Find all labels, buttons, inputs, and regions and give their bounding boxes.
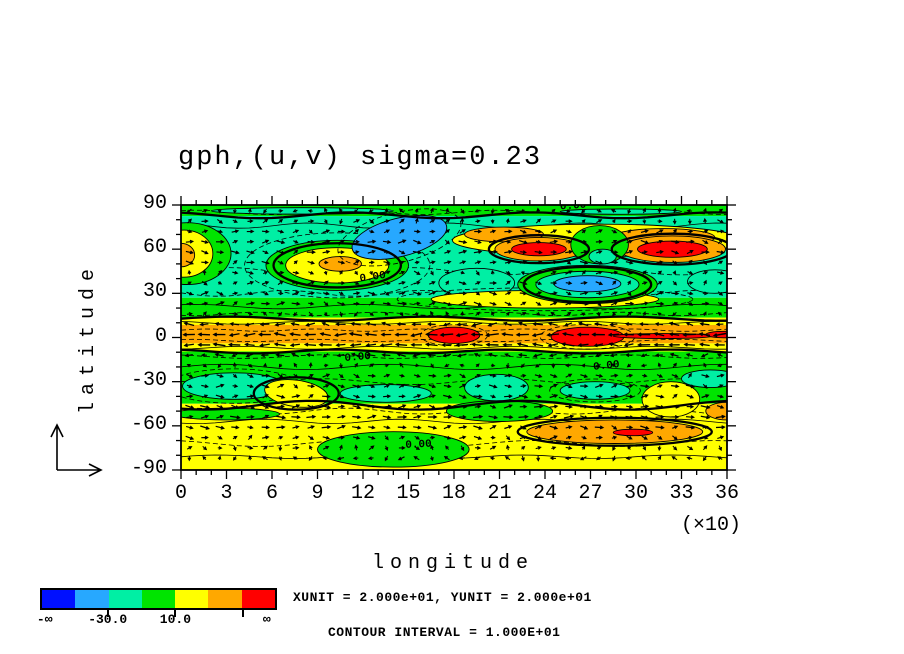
contour-blob xyxy=(681,369,727,389)
contour-blob xyxy=(687,269,727,294)
y-tick-label: 30 xyxy=(142,280,167,304)
wind-vectors xyxy=(182,207,727,462)
contour-blob xyxy=(553,275,622,293)
colorbar-label: ∞ xyxy=(262,612,271,627)
colorbar-tick xyxy=(242,610,245,617)
colorbar-segment xyxy=(108,590,142,608)
contour-line xyxy=(181,315,727,322)
contour-ring xyxy=(337,208,462,267)
colorbar xyxy=(40,588,277,610)
contour-ring xyxy=(549,378,641,403)
colorbar-label: -30.0 xyxy=(88,612,128,627)
x-tick-label: 36 xyxy=(714,482,739,505)
contour-blob xyxy=(559,381,631,400)
contour-blob xyxy=(641,381,701,418)
zero-contour-label: 0.00 xyxy=(405,439,432,452)
zero-contour-label: 0.00 xyxy=(560,200,587,214)
zero-contour-label: 0.00 xyxy=(593,359,621,374)
contour-band xyxy=(181,343,727,352)
zero-contour-ring xyxy=(487,234,591,265)
x-tick-label: 3 xyxy=(220,482,233,505)
x-tick-label: 0 xyxy=(174,482,187,505)
colorbar-segment xyxy=(141,590,176,608)
colorbar-segment xyxy=(175,590,209,608)
contour-line xyxy=(181,320,727,325)
colorbar-label: 10.0 xyxy=(159,612,192,627)
axis-ticks xyxy=(172,196,736,479)
y-tick-label: 90 xyxy=(142,192,167,215)
contour-blob xyxy=(612,428,654,437)
y-tick-label: 60 xyxy=(142,236,167,260)
x-tick-label: 27 xyxy=(578,482,603,505)
chart-title: gph,(u,v) sigma=0.23 xyxy=(178,143,543,173)
contour-line xyxy=(181,363,727,371)
x-tick-label: 18 xyxy=(441,482,466,505)
contour-line xyxy=(181,211,727,220)
y-tick-label: -30 xyxy=(130,368,167,392)
x-tick-label: 30 xyxy=(623,482,648,505)
unit-annotation: XUNIT = 2.000e+01, YUNIT = 2.000e+01 xyxy=(293,590,592,605)
zero-contour-ring xyxy=(272,242,403,289)
contour-blob xyxy=(339,384,432,403)
zero-contour-label: 0.00 xyxy=(359,270,387,286)
colorbar-segment xyxy=(42,590,76,608)
contour-field: 0.00 0.00 0.00 0.00 0.00 xyxy=(181,200,727,470)
x-tick-label: 33 xyxy=(669,482,694,505)
contour-line xyxy=(181,209,727,216)
x-tick-label: 12 xyxy=(350,482,375,505)
colorbar-tick xyxy=(106,610,109,617)
x-tick-label: 9 xyxy=(311,482,324,505)
colorbar-segment xyxy=(241,590,275,608)
contour-blob xyxy=(559,208,682,215)
colorbar-label: -∞ xyxy=(36,612,53,627)
contour-ring xyxy=(244,232,431,299)
zero-contour-ring xyxy=(610,232,727,266)
contour-line xyxy=(181,346,727,350)
x-tick-label: 15 xyxy=(396,482,421,505)
colorbar-tick xyxy=(174,610,177,617)
x-axis-label: longitude xyxy=(371,552,535,575)
zero-contour-label: 0.00 xyxy=(344,351,371,365)
contour-line xyxy=(181,348,727,355)
plot-frame xyxy=(180,204,728,471)
x-tick-label: 6 xyxy=(265,482,278,505)
colorbar-segment xyxy=(75,590,109,608)
y-tick-label: -90 xyxy=(130,457,167,480)
contour-line xyxy=(181,354,727,359)
axis-direction-arrows xyxy=(50,423,103,477)
contour-interval-annotation: CONTOUR INTERVAL = 1.000E+01 xyxy=(328,625,561,640)
y-axis-label: latitude xyxy=(77,262,100,415)
y-tick-label: 0 xyxy=(154,324,167,348)
contour-band xyxy=(181,205,727,217)
x-tick-label: 21 xyxy=(487,482,512,505)
x-tick-label: 24 xyxy=(532,482,557,505)
colorbar-segment xyxy=(208,590,242,608)
contour-line xyxy=(181,399,727,411)
contour-blob xyxy=(445,400,554,422)
y-tick-label: -60 xyxy=(130,412,167,436)
x-axis-scale-note: (×10) xyxy=(680,514,741,537)
contour-line xyxy=(181,311,727,317)
